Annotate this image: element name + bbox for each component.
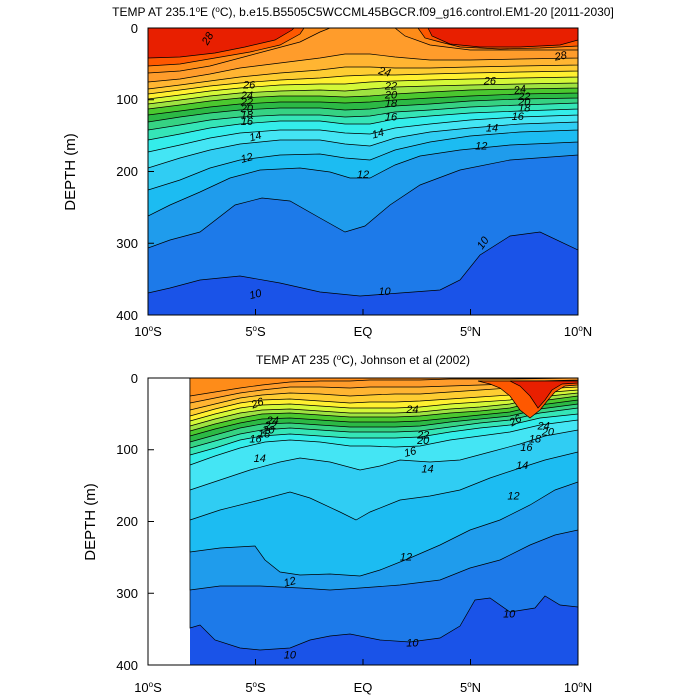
- contour-label-18: 18: [529, 434, 542, 446]
- contour-label-14: 14: [516, 460, 528, 472]
- contour-label-12: 12: [357, 169, 369, 181]
- contour-label-20: 20: [261, 424, 275, 436]
- contour-label-18: 18: [518, 102, 531, 114]
- contour-label-20: 20: [541, 426, 555, 438]
- x-tick-label: 5oS: [245, 324, 266, 339]
- contour-label-22: 22: [240, 97, 253, 109]
- contour-label-24: 24: [376, 65, 392, 80]
- contour-label-16: 16: [249, 434, 262, 446]
- contour-label-16: 16: [385, 112, 398, 124]
- contour-label-14: 14: [248, 130, 263, 145]
- contour-label-10: 10: [503, 609, 516, 621]
- y-tick-label: 200: [116, 514, 138, 529]
- contour-label-20: 20: [240, 103, 254, 115]
- contour-label-14: 14: [421, 464, 433, 476]
- contour-label-12: 12: [475, 140, 487, 152]
- panel-bottom-title: TEMP AT 235 (oC), Johnson et al (2002): [256, 353, 470, 367]
- x-axis-bottom: 10oS 5oS EQ 5oN 10oN: [134, 659, 592, 695]
- y-tick-label: 300: [116, 586, 138, 601]
- x-tick-label: 5oN: [460, 680, 481, 695]
- contour-label-22: 22: [384, 81, 397, 93]
- y-tick-label: 300: [116, 236, 138, 251]
- y-tick-label: 400: [116, 308, 138, 323]
- contour-label-14: 14: [486, 122, 498, 134]
- contour-label-22: 22: [416, 429, 429, 441]
- contour-label-12: 12: [239, 151, 254, 166]
- contour-label-12: 12: [507, 490, 519, 502]
- contour-label-12: 12: [282, 575, 297, 590]
- contour-label-10: 10: [284, 650, 297, 662]
- y-axis-bottom: 0 100 200 300 400: [116, 371, 154, 673]
- contour-label-18: 18: [385, 98, 398, 110]
- contour-label-14: 14: [371, 127, 386, 142]
- band-27-bottom: [477, 380, 578, 419]
- x-tick-label: 5oS: [245, 680, 266, 695]
- contour-label-16: 16: [241, 116, 254, 128]
- contour-label-18: 18: [258, 429, 271, 441]
- band-28-bottom: [509, 380, 578, 409]
- contour-label-20: 20: [384, 89, 398, 101]
- panel-top: TEMP AT 235.1oE (oC), b.e15.B5505C5WCCML…: [62, 5, 614, 339]
- x-tick-label: 10oS: [134, 680, 162, 695]
- contour-label-24: 24: [405, 404, 418, 416]
- contour-label-26: 26: [483, 76, 497, 88]
- y-axis-title-top: DEPTH (m): [62, 133, 79, 211]
- contour-label-16: 16: [520, 442, 533, 454]
- y-tick-label: 100: [116, 442, 138, 457]
- contour-label-20: 20: [416, 435, 430, 447]
- contour-label-10: 10: [248, 287, 264, 302]
- y-tick-label: 400: [116, 658, 138, 673]
- x-tick-label: 5oN: [460, 324, 481, 339]
- y-axis-top: 0 100 200 300 400: [116, 21, 154, 323]
- contour-label-14: 14: [254, 453, 266, 465]
- contour-label-24: 24: [240, 90, 253, 102]
- contour-label-26: 26: [249, 396, 266, 412]
- y-tick-label: 0: [131, 371, 138, 386]
- x-tick-label: 10oN: [564, 324, 592, 339]
- contour-labels-top: 2828262422201816141224222018161412262422…: [199, 30, 568, 302]
- contour-label-22: 22: [263, 420, 276, 432]
- band-25-bottom: [189, 378, 578, 404]
- contour-label-24: 24: [266, 415, 279, 427]
- y-tick-label: 100: [116, 92, 138, 107]
- contour-label-24: 24: [536, 421, 549, 433]
- x-tick-label: EQ: [354, 680, 373, 695]
- y-tick-label: 200: [116, 164, 138, 179]
- contour-label-22: 22: [517, 91, 530, 103]
- contour-label-10: 10: [378, 286, 391, 298]
- contour-label-10: 10: [406, 637, 419, 649]
- y-tick-label: 0: [131, 21, 138, 36]
- x-axis-top: 10oS 5oS EQ 5oN 10oN: [134, 309, 592, 339]
- y-axis-title-bottom: DEPTH (m): [82, 483, 99, 561]
- band-28-top: [148, 28, 578, 59]
- x-tick-label: EQ: [354, 324, 373, 339]
- panel-top-title: TEMP AT 235.1oE (oC), b.e15.B5505C5WCCML…: [112, 5, 614, 19]
- contour-label-16: 16: [403, 445, 419, 460]
- contour-label-24: 24: [512, 83, 527, 97]
- contour-label-12: 12: [400, 551, 412, 563]
- contour-label-18: 18: [241, 109, 254, 121]
- contour-label-16: 16: [512, 111, 525, 123]
- contour-label-28: 28: [553, 49, 569, 63]
- contour-label-20: 20: [517, 97, 531, 109]
- x-tick-label: 10oN: [564, 680, 592, 695]
- contour-label-26: 26: [242, 79, 256, 91]
- x-tick-label: 10oS: [134, 324, 162, 339]
- panel-top-contours: 2828262422201816141224222018161412262422…: [148, 28, 578, 315]
- panel-bottom: TEMP AT 235 (oC), Johnson et al (2002) 2…: [82, 353, 592, 695]
